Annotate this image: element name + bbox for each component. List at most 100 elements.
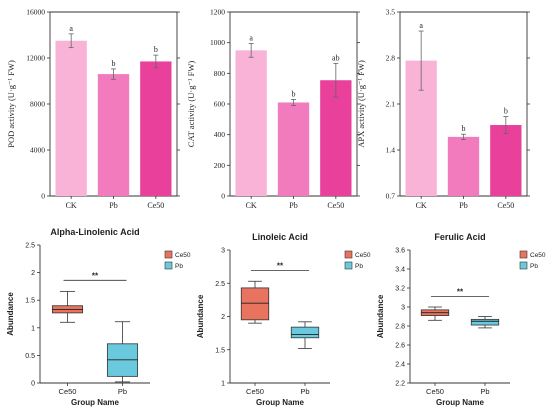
legend-swatch-Pb bbox=[519, 261, 528, 270]
legend-label: Pb bbox=[530, 263, 538, 270]
legend-label: Ce50 bbox=[530, 252, 546, 259]
y-tick-label: 2.4 bbox=[395, 362, 405, 369]
box-Pb bbox=[290, 326, 320, 339]
y-tick-label: 2 bbox=[221, 314, 225, 321]
y-tick-label: 0 bbox=[221, 192, 225, 201]
y-axis-label: Abundance bbox=[6, 292, 15, 336]
y-tick-label: 3 bbox=[221, 248, 225, 255]
legend-label: Ce50 bbox=[175, 252, 191, 259]
x-tick-label: Ce50 bbox=[426, 387, 444, 396]
x-tick-label: Pb bbox=[480, 387, 489, 396]
bar-Ce50 bbox=[490, 125, 522, 196]
y-tick-label: 1.5 bbox=[215, 347, 225, 354]
box-Ce50 bbox=[240, 287, 270, 321]
legend-swatch-Ce50 bbox=[344, 250, 353, 259]
box-Pb bbox=[470, 318, 500, 326]
box-panel-5: Ferulic Acid 2.2 2.4 2.6 2.8 3 3.2 3.4 3.6 Abunda… bbox=[376, 232, 546, 407]
y-tick-label: 2.5 bbox=[215, 281, 225, 288]
y-tick-label: 1 bbox=[31, 325, 35, 332]
bar-Pb bbox=[447, 136, 480, 196]
x-tick-label: Pb bbox=[118, 387, 127, 396]
y-tick-label: 400 bbox=[214, 130, 226, 139]
y-tick-label: 2.2 bbox=[395, 381, 405, 388]
box-panel-3: Alpha-Linolenic Acid 0 0.5 1 1.5 2 2.5 Abundanc… bbox=[6, 227, 191, 407]
x-tick-label: Pb bbox=[109, 201, 117, 210]
legend-swatch-Ce50 bbox=[519, 250, 528, 259]
significance-letter: b bbox=[504, 106, 508, 115]
y-tick-label: 12000 bbox=[26, 54, 45, 63]
x-tick-label: Ce50 bbox=[147, 201, 164, 210]
legend-swatch-Pb bbox=[344, 261, 353, 270]
y-tick-label: 1.4 bbox=[386, 146, 396, 155]
y-tick-label: 8000 bbox=[30, 100, 45, 109]
legend-swatch-Ce50 bbox=[164, 250, 173, 259]
legend-label: Pb bbox=[355, 263, 363, 270]
significance-letter: b bbox=[112, 59, 116, 68]
x-axis-label: Group Name bbox=[71, 398, 120, 407]
y-tick-label: 200 bbox=[214, 161, 226, 170]
x-tick-label: Pb bbox=[289, 201, 297, 210]
chart-title: Alpha-Linolenic Acid bbox=[50, 227, 139, 237]
y-tick-label: 2.1 bbox=[386, 100, 396, 109]
x-axis-label: Group Name bbox=[256, 398, 305, 407]
y-tick-label: 2.8 bbox=[395, 324, 405, 331]
x-tick-label: Ce50 bbox=[246, 387, 264, 396]
y-tick-label: 4000 bbox=[30, 146, 45, 155]
chart-title: Linoleic Acid bbox=[252, 232, 308, 242]
significance-letter: b bbox=[154, 45, 158, 54]
significance-letter: a bbox=[419, 21, 423, 30]
significance-letter: b bbox=[462, 124, 466, 133]
y-tick-label: 800 bbox=[214, 69, 226, 78]
y-tick-label: 1200 bbox=[210, 8, 225, 17]
x-axis-label: Group Name bbox=[436, 398, 485, 407]
significance-letter: b bbox=[292, 89, 296, 98]
y-tick-label: 1 bbox=[221, 381, 225, 388]
bar-Pb bbox=[277, 102, 310, 196]
significance-stars: ** bbox=[277, 262, 284, 271]
bar-panel-2: 0.7 1.4 2.1 2.8 3.5 APX activity (U·g⁻¹ FW) a C… bbox=[356, 8, 530, 210]
y-tick-label: 3.4 bbox=[395, 267, 405, 274]
y-tick-label: 1.5 bbox=[25, 298, 35, 305]
y-tick-label: 2.6 bbox=[395, 343, 405, 350]
box-panel-4: Linoleic Acid 1 1.5 2 2.5 3 Abundance Group Nam… bbox=[196, 232, 371, 407]
x-tick-label: Ce50 bbox=[497, 201, 514, 210]
legend-label: Pb bbox=[175, 263, 183, 270]
y-tick-label: 1000 bbox=[210, 38, 225, 47]
y-axis-label: APX activity (U·g⁻¹ FW) bbox=[356, 60, 366, 148]
chart-title: Ferulic Acid bbox=[434, 232, 485, 242]
x-tick-label: Pb bbox=[459, 201, 467, 210]
x-tick-label: CK bbox=[416, 201, 427, 210]
significance-letter: a bbox=[69, 24, 73, 33]
bar-CK bbox=[55, 40, 87, 196]
y-tick-label: 3.2 bbox=[395, 286, 405, 293]
x-tick-label: Ce50 bbox=[59, 387, 77, 396]
significance-letter: ab bbox=[332, 53, 340, 62]
legend-label: Ce50 bbox=[355, 252, 371, 259]
y-tick-label: 3.6 bbox=[395, 248, 405, 255]
y-axis-label: Abundance bbox=[196, 294, 205, 338]
bar-Ce50 bbox=[320, 80, 352, 196]
y-tick-label: 2 bbox=[31, 270, 35, 277]
significance-letter: a bbox=[249, 33, 253, 42]
y-tick-label: 3 bbox=[401, 305, 405, 312]
y-tick-label: 2.8 bbox=[386, 54, 396, 63]
x-tick-label: Ce50 bbox=[327, 201, 344, 210]
bar-CK bbox=[235, 50, 267, 197]
bar-Pb bbox=[97, 74, 130, 196]
x-tick-label: CK bbox=[66, 201, 77, 210]
y-tick-label: 600 bbox=[214, 100, 226, 109]
x-tick-label: CK bbox=[246, 201, 257, 210]
y-tick-label: 0 bbox=[31, 381, 35, 388]
significance-stars: ** bbox=[92, 271, 99, 280]
legend-swatch-Pb bbox=[164, 261, 173, 270]
bar-Ce50 bbox=[140, 61, 172, 197]
y-tick-label: 0.5 bbox=[25, 353, 35, 360]
significance-stars: ** bbox=[457, 287, 464, 296]
y-axis-label: CAT activity (U·g⁻¹ FW) bbox=[186, 61, 196, 148]
bar-panel-0: 0 4000 8000 12000 16000 POD activity (U·g⁻¹ F… bbox=[6, 8, 180, 210]
y-tick-label: 16000 bbox=[26, 8, 45, 17]
x-tick-label: Pb bbox=[300, 387, 309, 396]
y-tick-label: 2.5 bbox=[25, 243, 35, 250]
y-axis-label: POD activity (U·g⁻¹ FW) bbox=[6, 60, 16, 148]
